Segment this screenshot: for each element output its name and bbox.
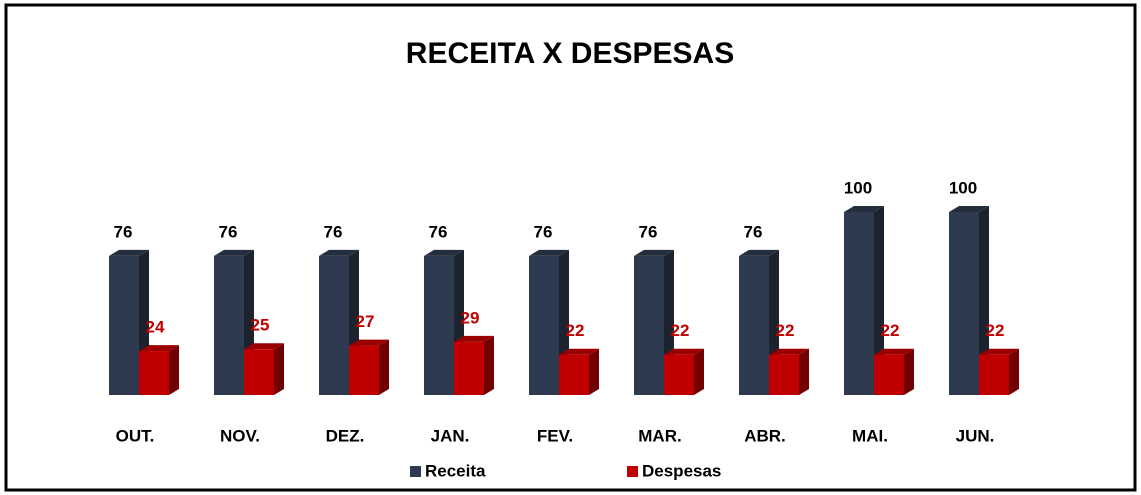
bar bbox=[529, 255, 559, 395]
x-tick-label: MAR. bbox=[638, 426, 681, 445]
data-label: 22 bbox=[881, 321, 900, 340]
legend-swatch bbox=[410, 466, 421, 477]
data-label: 29 bbox=[461, 308, 480, 327]
bar bbox=[424, 255, 454, 395]
data-label: 25 bbox=[251, 316, 270, 335]
data-label: 24 bbox=[146, 318, 165, 337]
data-label: 22 bbox=[671, 321, 690, 340]
bar bbox=[559, 354, 589, 395]
bar bbox=[634, 255, 664, 395]
bar bbox=[454, 341, 484, 395]
data-label: 100 bbox=[844, 178, 872, 197]
chart-frame bbox=[4, 3, 1137, 492]
chart-title: RECEITA X DESPESAS bbox=[406, 37, 734, 70]
bar-top bbox=[634, 249, 674, 256]
bar-top bbox=[949, 206, 989, 212]
bar bbox=[949, 212, 979, 395]
data-label: 100 bbox=[949, 178, 977, 197]
bar bbox=[109, 255, 139, 395]
bar bbox=[214, 255, 244, 395]
bar-top bbox=[874, 348, 914, 355]
bar-top bbox=[424, 249, 464, 256]
bar bbox=[139, 351, 169, 395]
x-tick-label: FEV. bbox=[537, 426, 573, 445]
bar-top bbox=[319, 249, 359, 256]
bar-top bbox=[454, 335, 494, 342]
bar-top bbox=[769, 348, 809, 355]
bar-side bbox=[904, 348, 914, 395]
bar bbox=[739, 255, 769, 395]
bar-side bbox=[1009, 348, 1019, 395]
bar-top bbox=[214, 249, 254, 256]
bar bbox=[319, 255, 349, 395]
bar-side bbox=[169, 345, 179, 395]
data-label: 27 bbox=[356, 312, 375, 331]
x-tick-label: ABR. bbox=[744, 426, 786, 445]
x-tick-label: JAN. bbox=[431, 426, 470, 445]
x-tick-label: NOV. bbox=[220, 426, 260, 445]
bar bbox=[769, 354, 799, 395]
bar-side bbox=[799, 348, 809, 395]
bar bbox=[349, 345, 379, 395]
bar bbox=[979, 354, 1009, 395]
x-tick-label: DEZ. bbox=[326, 426, 365, 445]
bar bbox=[664, 354, 694, 395]
bar-top bbox=[979, 348, 1019, 355]
x-tick-label: MAI. bbox=[852, 426, 888, 445]
bar bbox=[844, 212, 874, 395]
data-label: 76 bbox=[324, 222, 343, 241]
bar-top bbox=[664, 348, 704, 355]
data-label: 22 bbox=[986, 321, 1005, 340]
x-tick-label: OUT. bbox=[116, 426, 155, 445]
bar-top bbox=[349, 339, 389, 346]
data-label: 76 bbox=[219, 222, 238, 241]
data-label: 22 bbox=[566, 321, 585, 340]
bar-top bbox=[529, 249, 569, 256]
x-tick-label: JUN. bbox=[956, 426, 995, 445]
data-label: 76 bbox=[429, 222, 448, 241]
bar bbox=[244, 349, 274, 395]
data-label: 76 bbox=[534, 222, 553, 241]
bar-side bbox=[874, 206, 884, 395]
legend-swatch bbox=[627, 466, 638, 477]
bar-top bbox=[109, 249, 149, 256]
bar-top bbox=[559, 348, 599, 355]
bar-top bbox=[139, 345, 179, 352]
bar-side bbox=[274, 343, 284, 395]
bar-side bbox=[979, 206, 989, 395]
bar-top bbox=[844, 206, 884, 212]
legend-label: Despesas bbox=[642, 461, 721, 480]
bar-top bbox=[739, 249, 779, 256]
bar-side bbox=[589, 348, 599, 395]
data-label: 22 bbox=[776, 321, 795, 340]
bar-side bbox=[484, 335, 494, 395]
bar bbox=[874, 354, 904, 395]
data-label: 76 bbox=[639, 222, 658, 241]
data-label: 76 bbox=[744, 222, 763, 241]
data-label: 76 bbox=[114, 222, 133, 241]
bar-top bbox=[244, 343, 284, 350]
bar-side bbox=[379, 339, 389, 395]
bar-side bbox=[694, 348, 704, 395]
legend-label: Receita bbox=[425, 461, 486, 480]
